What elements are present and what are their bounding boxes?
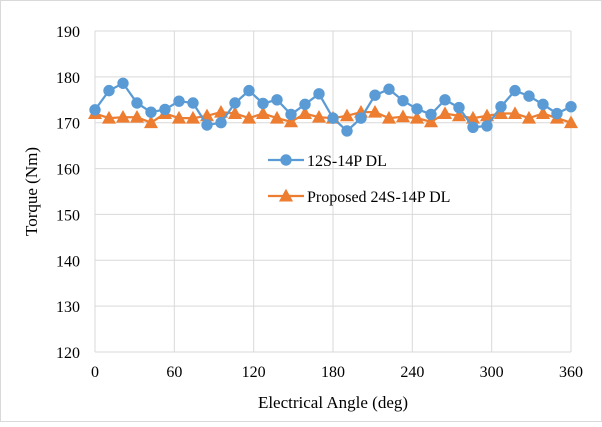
data-point-circle	[173, 95, 185, 107]
data-point-circle	[551, 107, 563, 120]
data-point-triangle	[367, 104, 383, 118]
data-point-circle	[453, 101, 465, 114]
data-point-circle	[397, 95, 409, 107]
data-point-circle	[257, 97, 269, 110]
series-layer	[87, 77, 579, 137]
legend-item: Proposed 24S-14P DL	[268, 188, 450, 206]
x-tick-label: 120	[242, 364, 266, 381]
data-point-circle	[313, 88, 325, 100]
y-tick-label: 120	[56, 345, 80, 362]
data-point-circle	[201, 119, 213, 131]
x-tick-label: 180	[321, 364, 345, 381]
data-point-triangle	[395, 109, 411, 123]
y-tick-label: 180	[56, 70, 80, 87]
data-point-triangle	[297, 106, 313, 120]
legend-marker	[280, 154, 292, 166]
y-tick-label: 160	[56, 162, 80, 179]
data-point-triangle	[563, 115, 579, 129]
data-point-circle	[481, 120, 493, 132]
data-point-circle	[467, 121, 479, 134]
data-point-circle	[103, 84, 115, 97]
data-point-circle	[243, 84, 255, 97]
data-point-circle	[355, 112, 367, 124]
data-point-triangle	[143, 115, 159, 129]
data-point-circle	[509, 84, 521, 97]
x-axis-label: Electrical Angle (deg)	[258, 393, 408, 412]
data-point-circle	[117, 77, 129, 89]
data-point-circle	[215, 117, 227, 129]
data-point-triangle	[255, 106, 271, 120]
y-tick-label: 170	[56, 116, 80, 133]
data-point-triangle	[423, 114, 439, 128]
x-tick-label: 240	[400, 364, 424, 381]
data-point-triangle	[227, 106, 243, 120]
data-point-triangle	[437, 106, 453, 120]
data-point-circle	[495, 100, 507, 113]
legend-label: Proposed 24S-14P DL	[307, 189, 450, 206]
data-point-circle	[299, 98, 311, 111]
data-point-triangle	[171, 110, 187, 124]
data-point-circle	[145, 106, 157, 118]
y-axis-label: Torque (Nm)	[22, 147, 41, 236]
data-point-circle	[369, 89, 381, 101]
data-point-circle	[439, 94, 451, 106]
data-point-triangle	[409, 110, 425, 124]
data-point-triangle	[241, 110, 257, 124]
data-point-triangle	[269, 110, 285, 124]
data-point-circle	[229, 97, 241, 109]
data-point-triangle	[535, 106, 551, 120]
series-1	[89, 77, 577, 137]
data-point-circle	[131, 97, 143, 109]
legend-label: 12S-14P DL	[307, 153, 387, 170]
y-tick-label: 150	[56, 207, 80, 224]
data-point-triangle	[493, 106, 509, 120]
tick-labels: 120 130 140 150 160 170 180 190 0 60 120 180 240 300 3…	[56, 24, 583, 381]
data-point-triangle	[507, 106, 523, 120]
data-point-circle	[537, 98, 549, 111]
data-point-circle	[285, 108, 297, 121]
data-point-triangle	[311, 109, 327, 123]
data-point-circle	[341, 125, 353, 137]
y-tick-label: 130	[56, 299, 80, 316]
data-point-circle	[89, 104, 101, 116]
data-point-triangle	[521, 110, 537, 124]
legend-item: 12S-14P DL	[268, 153, 387, 170]
x-tick-label: 360	[559, 364, 583, 381]
data-point-circle	[159, 103, 171, 116]
legend-marker	[278, 188, 294, 202]
data-point-triangle	[129, 109, 145, 123]
data-point-circle	[271, 94, 283, 106]
data-point-circle	[411, 103, 423, 115]
x-tick-label: 0	[91, 364, 99, 381]
y-tick-label: 190	[56, 24, 80, 41]
data-point-triangle	[101, 110, 117, 124]
data-point-triangle	[451, 108, 467, 122]
data-point-circle	[425, 108, 437, 121]
x-tick-label: 300	[480, 364, 504, 381]
data-point-circle	[383, 83, 395, 95]
data-point-circle	[327, 112, 339, 124]
legend: 12S-14P DL Proposed 24S-14P DL	[268, 153, 450, 206]
data-point-triangle	[185, 110, 201, 124]
y-tick-label: 140	[56, 253, 80, 270]
data-point-circle	[565, 100, 577, 113]
data-point-triangle	[283, 114, 299, 128]
data-point-circle	[523, 90, 535, 102]
data-point-circle	[187, 97, 199, 109]
x-tick-label: 60	[166, 364, 182, 381]
data-point-triangle	[339, 108, 355, 122]
data-point-triangle	[115, 109, 131, 123]
data-point-triangle	[381, 110, 397, 124]
